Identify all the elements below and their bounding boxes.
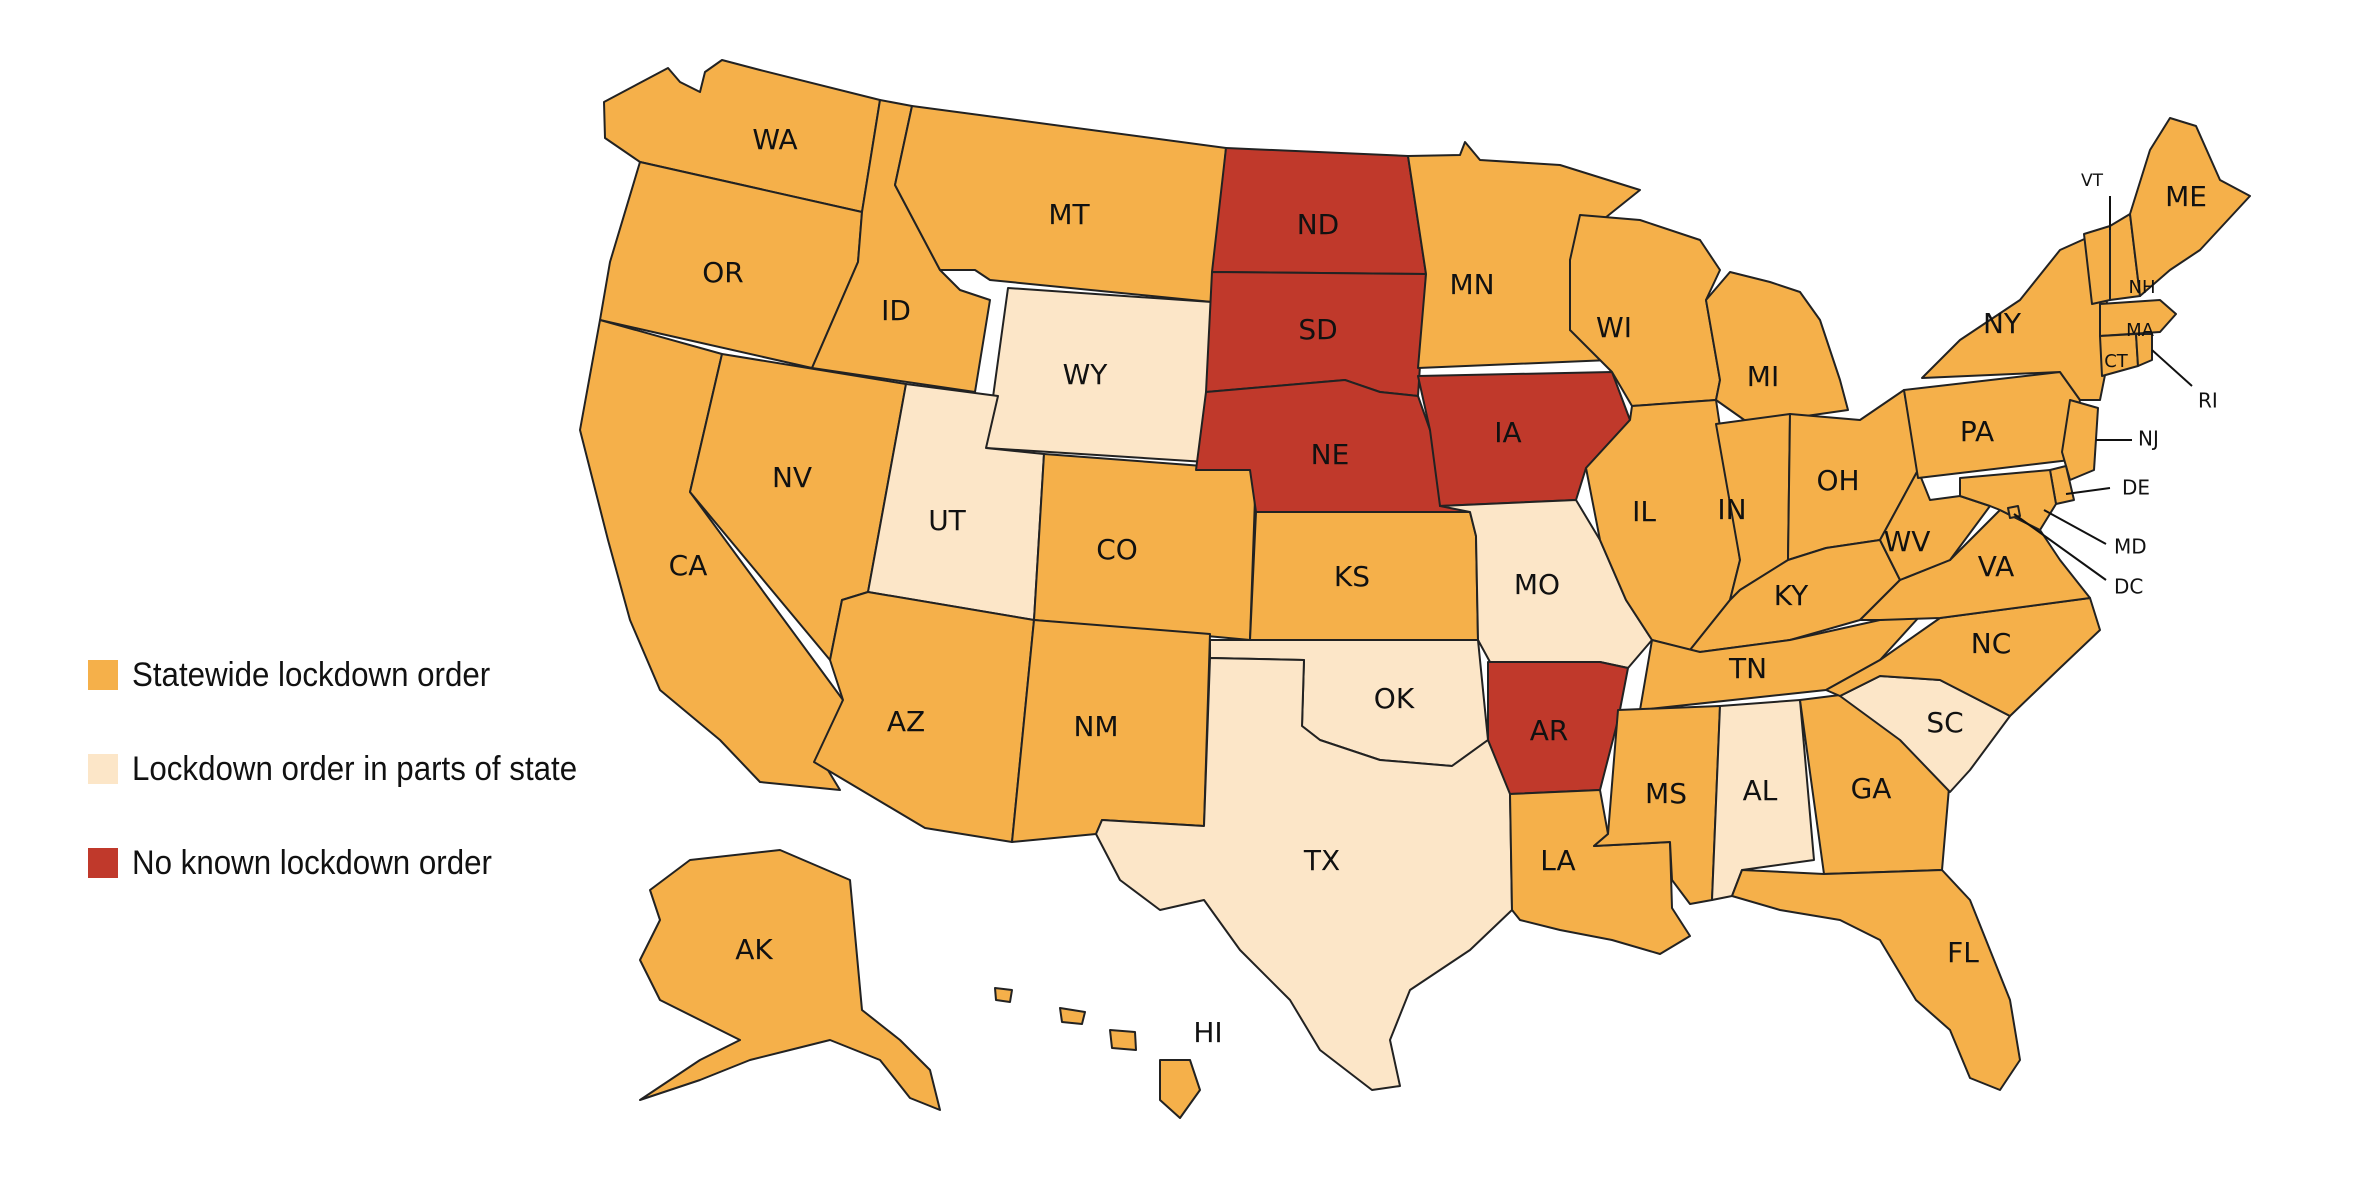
state-label-al: AL xyxy=(1743,774,1778,807)
state-label-nd: ND xyxy=(1297,208,1340,241)
state-label-nv: NV xyxy=(772,461,812,494)
legend-label-partial: Lockdown order in parts of state xyxy=(132,749,578,788)
state-label-pa: PA xyxy=(1960,415,1994,448)
state-me xyxy=(2129,117,2251,297)
state-label-ks: KS xyxy=(1334,560,1370,593)
legend-label-none: No known lockdown order xyxy=(132,843,492,882)
state-label-sd: SD xyxy=(1298,313,1337,346)
legend-swatch-none xyxy=(88,848,118,878)
state-ri xyxy=(2135,333,2153,367)
legend-label-statewide: Statewide lockdown order xyxy=(132,655,491,694)
state-label-fl: FL xyxy=(1947,936,1979,969)
state-wa xyxy=(603,59,881,213)
legend-item-none: No known lockdown order xyxy=(88,816,616,910)
state-hi-island-3 xyxy=(1059,1007,1086,1025)
legend: Statewide lockdown order Lockdown order … xyxy=(88,628,616,910)
state-label-ky: KY xyxy=(1774,579,1809,612)
state-label-wi: WI xyxy=(1596,311,1632,344)
state-label-mn: MN xyxy=(1449,268,1494,301)
state-label-ny: NY xyxy=(1983,307,2022,340)
state-label-in: IN xyxy=(1717,493,1746,526)
state-label-ms: MS xyxy=(1645,777,1687,810)
state-label-tn: TN xyxy=(1728,652,1767,685)
state-label-tx: TX xyxy=(1303,844,1340,877)
state-nj xyxy=(2061,399,2099,481)
state-label-ca: CA xyxy=(669,549,708,582)
state-label-sc: SC xyxy=(1926,706,1963,739)
legend-swatch-statewide xyxy=(88,660,118,690)
state-mi xyxy=(1705,271,1849,425)
label-leader-lines xyxy=(2013,196,2193,581)
state-label-az: AZ xyxy=(887,705,925,738)
state-label-wy: WY xyxy=(1063,358,1109,391)
state-label-ut: UT xyxy=(928,504,966,537)
state-label-ok: OK xyxy=(1374,682,1415,715)
state-co xyxy=(1033,453,1257,641)
state-label-la: LA xyxy=(1540,844,1575,877)
state-label-ia: IA xyxy=(1494,416,1521,449)
state-label-nm: NM xyxy=(1073,710,1118,743)
state-label-vt: VT xyxy=(2081,171,2104,191)
state-label-ri: RI xyxy=(2198,389,2218,413)
legend-swatch-partial xyxy=(88,754,118,784)
state-hi xyxy=(1159,1059,1201,1119)
state-label-va: VA xyxy=(1978,550,2015,583)
state-ar xyxy=(1487,661,1629,795)
state-label-il: IL xyxy=(1632,495,1656,528)
state-label-nc: NC xyxy=(1971,627,2012,660)
state-ak xyxy=(639,849,941,1111)
state-label-dc: DC xyxy=(2114,575,2143,599)
state-label-ct: CT xyxy=(2104,351,2129,372)
legend-item-statewide: Statewide lockdown order xyxy=(88,628,616,722)
legend-item-partial: Lockdown order in parts of state xyxy=(88,722,616,816)
state-label-oh: OH xyxy=(1816,464,1859,497)
state-ma xyxy=(2099,299,2177,337)
state-hi-island-2 xyxy=(1109,1029,1137,1051)
state-md xyxy=(1959,469,2057,531)
state-label-ga: GA xyxy=(1851,772,1892,805)
state-label-ne: NE xyxy=(1311,438,1350,471)
state-label-mt: MT xyxy=(1048,198,1090,231)
state-label-ar: AR xyxy=(1530,714,1569,747)
state-label-wa: WA xyxy=(752,123,797,156)
state-label-ak: AK xyxy=(735,933,773,966)
state-label-or: OR xyxy=(702,256,744,289)
state-label-md: MD xyxy=(2114,535,2147,559)
state-label-mi: MI xyxy=(1747,360,1779,393)
state-ia xyxy=(1417,371,1631,507)
state-hi-island-4 xyxy=(994,987,1013,1003)
state-label-id: ID xyxy=(881,294,911,327)
state-tx xyxy=(1095,657,1513,1091)
state-label-nj: NJ xyxy=(2138,427,2159,451)
state-label-me: ME xyxy=(2165,180,2207,213)
state-label-de: DE xyxy=(2122,476,2150,500)
state-label-nh: NH xyxy=(2129,277,2156,298)
state-fl xyxy=(1731,869,2021,1091)
state-label-hi: HI xyxy=(1193,1016,1222,1049)
state-label-ma: MA xyxy=(2126,320,2155,341)
state-label-wv: WV xyxy=(1884,525,1931,558)
state-label-mo: MO xyxy=(1514,568,1560,601)
state-nc xyxy=(1825,597,2101,717)
state-label-co: CO xyxy=(1096,533,1138,566)
